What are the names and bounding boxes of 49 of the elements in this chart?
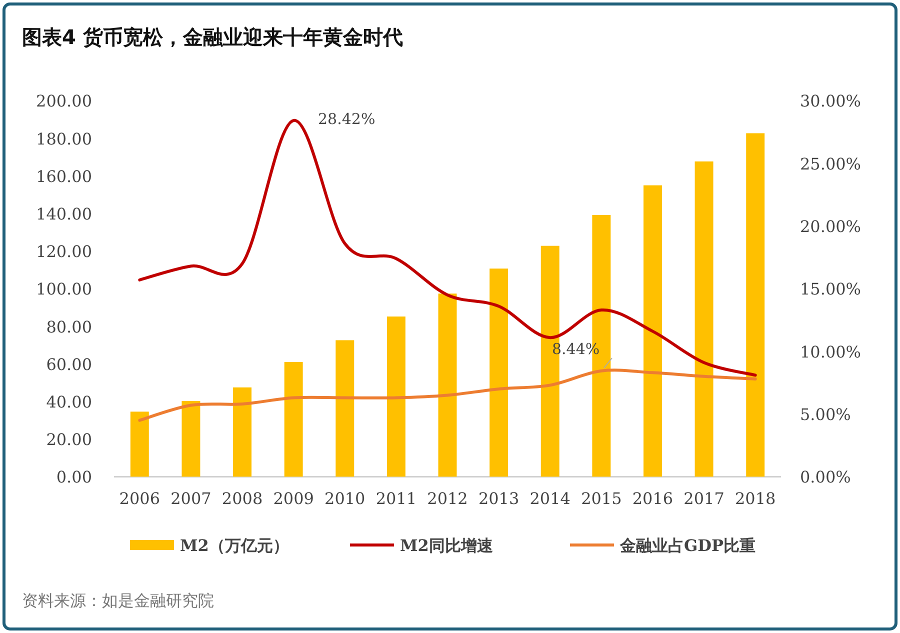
x-tick-label: 2009	[273, 489, 314, 508]
y-tick-label: 80.00	[46, 317, 92, 336]
text: 资料来源：如是金融研究院	[22, 591, 214, 610]
y-tick-label: 20.00	[46, 430, 92, 450]
bar	[490, 268, 508, 477]
line-series	[138, 368, 757, 422]
x-tick-label: 2017	[684, 489, 724, 508]
legend-label: M2同比增速	[400, 536, 494, 555]
y-tick-label: 180.00	[36, 129, 92, 148]
bar	[336, 340, 354, 477]
y-tick-label: 160.00	[36, 166, 92, 186]
y-tick-label: 0.00	[56, 468, 92, 487]
y2-tick-label: 25.00%	[800, 154, 862, 174]
bar	[694, 161, 714, 477]
bar	[746, 133, 765, 477]
x-tick-label: 2008	[222, 489, 263, 508]
x-tick-label: 2016	[632, 489, 674, 508]
x-tick-label: 2015	[581, 489, 622, 508]
y-tick-label: 140.00	[36, 204, 92, 224]
bar	[130, 412, 149, 477]
y2-tick-label: 5.00%	[800, 405, 851, 424]
annotation: 28.42%	[318, 110, 376, 128]
y-tick-label: 60.00	[46, 354, 92, 374]
y2-tick-label: 30.00%	[800, 92, 862, 111]
x-tick-label: 2010	[324, 489, 366, 508]
x-tick-label: 2006	[119, 489, 160, 508]
bar	[386, 316, 406, 477]
y2-tick-label: 10.00%	[800, 342, 862, 362]
bar	[438, 294, 457, 477]
x-tick-label: 2018	[734, 489, 776, 508]
legend-label: M2（万亿元）	[180, 536, 289, 555]
bar	[233, 387, 252, 477]
x-tick-label: 2014	[530, 489, 570, 508]
y-tick-label: 40.00	[46, 392, 92, 412]
bar	[284, 362, 303, 477]
x-tick-label: 2011	[376, 489, 417, 508]
x-tick-label: 2007	[170, 489, 212, 508]
chart-title: 图表4 货币宽松，金融业迎来十年黄金时代	[22, 25, 403, 49]
y-tick-label: 120.00	[36, 242, 92, 262]
x-tick-label: 2013	[478, 489, 520, 508]
legend-label: 金融业占GDP比重	[619, 536, 756, 555]
y2-tick-label: 15.00%	[800, 280, 862, 299]
y2-tick-label: 0.00%	[800, 468, 851, 487]
y-tick-label: 100.00	[36, 280, 92, 299]
bar	[643, 185, 662, 477]
y2-tick-label: 20.00%	[800, 217, 862, 236]
y-tick-label: 200.00	[36, 92, 92, 111]
x-tick-label: 2012	[427, 489, 468, 508]
bar	[182, 400, 200, 477]
